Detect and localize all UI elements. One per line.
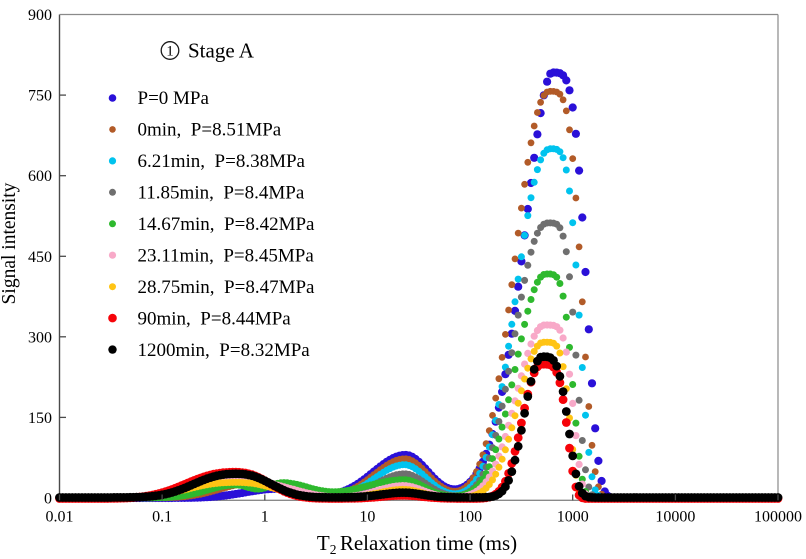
- svg-text:1200min, P=8.32MPa: 1200min, P=8.32MPa: [138, 340, 311, 361]
- svg-text:0.01: 0.01: [46, 509, 74, 526]
- svg-text:1: 1: [166, 44, 174, 60]
- svg-text:150: 150: [28, 410, 52, 427]
- svg-text:300: 300: [28, 329, 52, 346]
- svg-text:750: 750: [28, 88, 52, 105]
- svg-text:11.85min, P=8.4MPa: 11.85min, P=8.4MPa: [138, 183, 305, 204]
- svg-text:10000: 10000: [655, 509, 695, 526]
- svg-text:14.67min, P=8.42MPa: 14.67min, P=8.42MPa: [138, 214, 316, 235]
- svg-text:100000: 100000: [754, 509, 802, 526]
- svg-text:28.75min, P=8.47MPa: 28.75min, P=8.47MPa: [138, 277, 316, 298]
- svg-text:6.21min, P=8.38MPa: 6.21min, P=8.38MPa: [138, 151, 306, 172]
- svg-text:100: 100: [458, 509, 482, 526]
- svg-text:450: 450: [28, 249, 52, 266]
- svg-text:0min, P=8.51MPa: 0min, P=8.51MPa: [138, 120, 282, 141]
- svg-text:10: 10: [359, 509, 375, 526]
- svg-text:Signal intensity: Signal intensity: [0, 182, 20, 304]
- svg-text:900: 900: [28, 7, 52, 24]
- svg-text:Stage A: Stage A: [188, 39, 255, 63]
- svg-text:1000: 1000: [557, 509, 589, 526]
- svg-text:90min, P=8.44MPa: 90min, P=8.44MPa: [138, 308, 292, 329]
- svg-text:0: 0: [44, 491, 52, 508]
- svg-text:1: 1: [261, 509, 269, 526]
- svg-text:T2 Relaxation time (ms): T2 Relaxation time (ms): [317, 531, 517, 557]
- svg-text:600: 600: [28, 168, 52, 185]
- svg-text:0.1: 0.1: [152, 509, 172, 526]
- svg-text:P=0 MPa: P=0 MPa: [138, 88, 210, 109]
- svg-text:23.11min, P=8.45MPa: 23.11min, P=8.45MPa: [138, 245, 315, 266]
